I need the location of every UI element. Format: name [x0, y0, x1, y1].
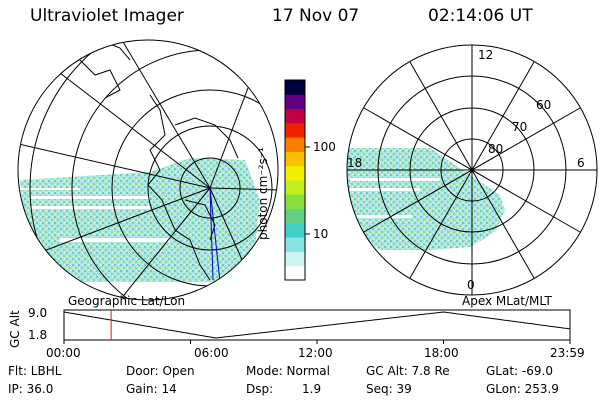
altitude-ylabel: GC Alt	[8, 310, 22, 348]
colorbar-band	[285, 180, 305, 195]
mlt-label-6: 6	[577, 156, 585, 170]
geo-panel-caption: Geographic Lat/Lon	[68, 294, 186, 308]
colorbar-unit-label: photon cm⁻²s⁻¹	[256, 147, 270, 240]
colorbar-band	[285, 165, 305, 181]
colorbar-band	[285, 94, 305, 110]
colorbar-band	[285, 194, 305, 210]
mlat-label-60: 60	[536, 98, 552, 112]
mlt-label-0: 0	[467, 278, 475, 292]
colorbar-tick-10: 10	[313, 227, 329, 241]
filter-status: Flt: LBHL	[8, 364, 62, 378]
altitude-curve	[63, 311, 571, 339]
altitude-ymax: 9.0	[28, 306, 48, 320]
colorbar-band	[285, 222, 305, 238]
data-gap-stripes	[20, 188, 170, 242]
glon-status: GLon: 253.9	[486, 382, 559, 396]
polar-panel-caption: Apex MLat/MLT	[462, 294, 552, 308]
glat-status: GLat: -69.0	[486, 364, 553, 378]
colorbar-tick-100: 100	[313, 140, 336, 154]
colorbar-band	[285, 237, 305, 252]
time-tick-1200: 12:00	[298, 346, 333, 360]
time-tick-1800: 18:00	[424, 346, 459, 360]
door-status: Door: Open	[126, 364, 195, 378]
gain-status: Gain: 14	[126, 382, 177, 396]
colorbar-band	[285, 151, 305, 167]
time-tick-0000: 00:00	[46, 346, 81, 360]
gc-alt-status: GC Alt: 7.8 Re	[366, 364, 450, 378]
observation-time: 02:14:06 UT	[428, 6, 533, 26]
mlt-label-18: 18	[347, 156, 363, 170]
instrument-title: Ultraviolet Imager	[30, 6, 184, 26]
dsp-value: 1.9	[302, 382, 322, 396]
ip-status: IP: 36.0	[8, 382, 54, 396]
mlat-label-70: 70	[512, 120, 528, 134]
geographic-map-panel	[17, 39, 279, 301]
colorbar-band	[285, 80, 305, 95]
observation-date: 17 Nov 07	[272, 6, 360, 26]
intensity-colorbar	[284, 79, 310, 281]
auroral-emission-polar	[347, 148, 505, 250]
time-tick-2359: 23:59	[550, 346, 585, 360]
colorbar-band	[285, 265, 305, 281]
altitude-plot	[63, 309, 571, 344]
colorbar-band	[285, 137, 305, 152]
colorbar-band	[285, 251, 305, 267]
time-tick-0600: 06:00	[194, 346, 229, 360]
colorbar-band	[285, 122, 305, 138]
altitude-ymin: 1.8	[28, 328, 48, 342]
colorbar-band	[285, 208, 305, 224]
seq-status: Seq: 39	[366, 382, 412, 396]
mode-status: Mode: Normal	[246, 364, 330, 378]
dsp-label: Dsp:	[246, 382, 274, 396]
mlt-label-12: 12	[478, 48, 494, 62]
colorbar-band	[285, 108, 305, 124]
apex-polar-panel	[346, 44, 598, 296]
mlat-label-80: 80	[488, 142, 504, 156]
